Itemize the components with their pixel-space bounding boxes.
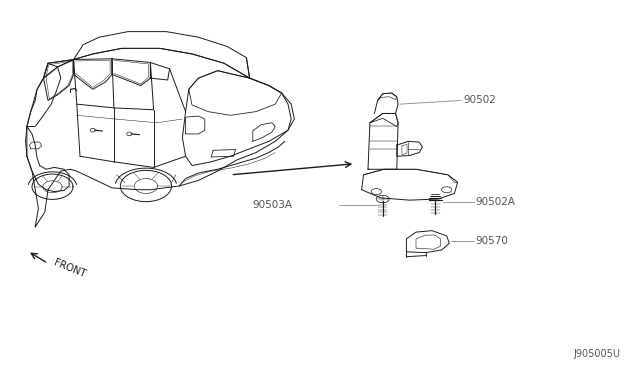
Text: 90503A: 90503A xyxy=(253,200,293,209)
Text: 90502: 90502 xyxy=(463,96,496,105)
Text: J905005U: J905005U xyxy=(574,349,621,359)
Text: 90502A: 90502A xyxy=(476,197,516,206)
Text: FRONT: FRONT xyxy=(52,258,87,279)
Text: 90570: 90570 xyxy=(476,236,508,246)
